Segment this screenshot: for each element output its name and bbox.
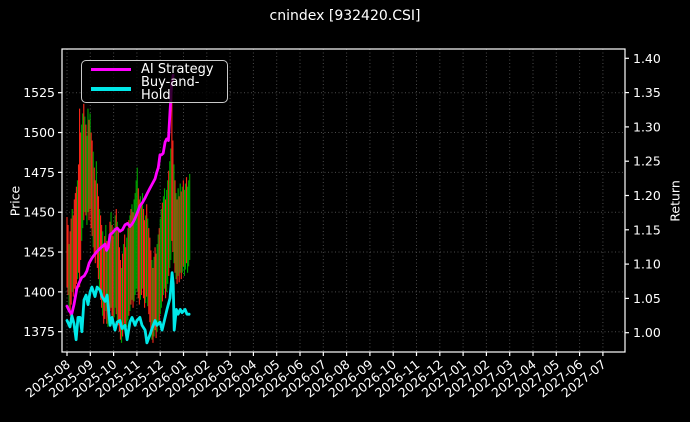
chart-title: cnindex [932420.CSI] bbox=[269, 8, 421, 24]
legend-label: Buy-and-Hold bbox=[141, 75, 200, 103]
series-line-ai-strategy bbox=[65, 73, 175, 316]
legend: AI Strategy Buy-and-Hold bbox=[81, 60, 228, 103]
right-tick-label: 1.05 bbox=[633, 291, 661, 306]
right-tick-label: 1.15 bbox=[633, 222, 661, 237]
right-tick-label: 1.35 bbox=[633, 85, 661, 100]
left-tick-label: 1450 bbox=[23, 205, 55, 220]
buy-and-hold-line-swatch bbox=[91, 87, 131, 91]
ai-strategy-line-swatch bbox=[91, 67, 131, 72]
left-tick-label: 1525 bbox=[23, 85, 55, 100]
series-line-buy-and-hold bbox=[65, 271, 191, 345]
left-tick-label: 1400 bbox=[23, 284, 55, 299]
left-tick-label: 1475 bbox=[23, 165, 55, 180]
left-axis-label: Price bbox=[7, 185, 23, 217]
right-tick-label: 1.40 bbox=[633, 51, 661, 66]
right-tick-label: 1.30 bbox=[633, 119, 661, 134]
plot-frame bbox=[61, 48, 626, 353]
legend-entry-ai-strategy: AI Strategy bbox=[91, 63, 218, 76]
right-tick-label: 1.25 bbox=[633, 154, 661, 169]
legend-entry-buy-and-hold: Buy-and-Hold bbox=[91, 76, 218, 102]
left-tick-label: 1375 bbox=[23, 324, 55, 339]
legend-label: AI Strategy bbox=[141, 62, 214, 77]
right-tick-label: 1.10 bbox=[633, 257, 661, 272]
left-tick-label: 1500 bbox=[23, 125, 55, 140]
right-tick-label: 1.00 bbox=[633, 325, 661, 340]
right-axis-label: Return bbox=[667, 180, 683, 222]
right-tick-label: 1.20 bbox=[633, 188, 661, 203]
left-tick-label: 1425 bbox=[23, 245, 55, 260]
